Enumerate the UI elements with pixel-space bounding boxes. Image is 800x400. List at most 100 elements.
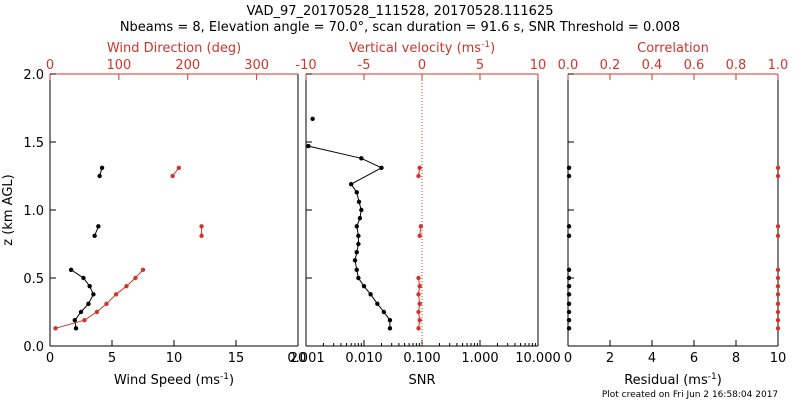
residual-top-tick-label: 0.6 <box>684 58 705 73</box>
residual-series-red-point <box>775 165 781 171</box>
snr-series-red-point <box>418 224 424 229</box>
residual-series-black-point <box>566 275 572 281</box>
wind-series-red-point <box>113 292 119 297</box>
wind-series-red-line <box>55 269 144 329</box>
wind-xlabel: Wind Speed (ms-1) <box>114 372 234 388</box>
wind-y-tick-label: 0.0 <box>23 340 44 355</box>
snr-series-black-point <box>354 224 359 229</box>
residual-series-black-point <box>566 309 572 315</box>
residual-top-label: Correlation <box>637 41 709 56</box>
snr-series-black-point <box>356 199 362 205</box>
snr-series-black-point <box>356 233 361 239</box>
wind-series-black-point <box>96 224 101 229</box>
residual-series-red-point <box>775 301 781 307</box>
snr-series-black-point <box>357 215 363 221</box>
wind-series-black-point <box>99 165 105 171</box>
snr-series-black-point <box>348 181 354 187</box>
snr-series-red-point <box>416 173 421 179</box>
snr-series-black-point <box>356 241 361 247</box>
residual-top-tick-label: 0.4 <box>642 58 663 73</box>
snr-top-tick-label: -5 <box>358 58 371 73</box>
wind-series-red-point <box>170 173 175 179</box>
wind-series-red-point <box>82 317 87 323</box>
residual-series-black-point <box>566 233 572 239</box>
residual-series-black-point <box>566 173 572 179</box>
snr-top-tick-label: 5 <box>476 58 484 73</box>
residual-series-red-point <box>775 275 781 281</box>
snr-bottom-tick-label: 0.001 <box>287 351 324 366</box>
snr-series-black-point <box>387 317 393 323</box>
snr-xlabel: SNR <box>408 373 435 388</box>
residual-series-red-point <box>775 317 781 323</box>
residual-top-tick-label: 0.0 <box>558 58 579 73</box>
residual-bottom-tick-label: 2 <box>606 351 614 366</box>
wind-bottom-tick-label: 5 <box>108 351 116 366</box>
wind-bottom-tick-label: 20 <box>290 351 307 366</box>
wind-series-red-point <box>133 275 138 281</box>
residual-series-red-point <box>775 283 781 289</box>
chart-subtitle: Nbeams = 8, Elevation angle = 70.0°, sca… <box>120 20 680 35</box>
wind-series-red-point <box>124 283 129 289</box>
residual-series-red-point <box>775 326 781 331</box>
residual-bottom-tick-label: 4 <box>648 351 656 366</box>
snr-top-tick-label: 10 <box>530 58 547 73</box>
snr-series-black-point <box>368 292 373 297</box>
snr-series-red-point <box>417 301 422 307</box>
residual-series-red-point <box>775 267 781 273</box>
residual-top-tick-label: 1.0 <box>768 58 789 73</box>
wind-series-black-point <box>78 309 84 315</box>
wind-series-red-point <box>176 165 182 171</box>
snr-series-black-point <box>354 249 359 255</box>
residual-series-red-point <box>775 309 781 315</box>
snr-series-red-point <box>417 233 422 239</box>
wind-top-tick-label: 200 <box>175 58 200 73</box>
residual-bottom-tick-label: 10 <box>770 351 787 366</box>
wind-series-red-point <box>199 233 204 239</box>
snr-bottom-tick-label: 10.000 <box>515 351 561 366</box>
snr-series-black-point <box>361 283 367 289</box>
wind-bottom-tick-label: 10 <box>166 351 183 366</box>
snr-series-black-point <box>381 309 387 315</box>
wind-series-red-point <box>53 326 58 331</box>
chart-title: VAD_97_20170528_111528, 20170528.111625 <box>247 4 554 19</box>
wind-series-black-point <box>97 173 102 179</box>
wind-y-tick-label: 2.0 <box>23 68 44 83</box>
wind-y-tick-label: 1.0 <box>23 204 44 219</box>
footer-note: Plot created on Fri Jun 2 16:58:04 2017 <box>602 390 778 400</box>
snr-series-black-point <box>375 301 380 307</box>
wind-top-tick-label: 0 <box>46 58 54 73</box>
residual-xlabel: Residual (ms-1) <box>624 372 722 388</box>
snr-series-red-point <box>417 283 422 289</box>
wind-series-black-point <box>81 275 86 281</box>
snr-series-black-point <box>387 326 393 331</box>
snr-series-red-point <box>417 165 422 171</box>
snr-series-red-point <box>417 317 422 323</box>
wind-top-label: Wind Direction (deg) <box>107 41 241 56</box>
wind-top-tick-label: 300 <box>244 58 269 73</box>
residual-bottom-tick-label: 8 <box>732 351 740 366</box>
residual-bottom-tick-label: 6 <box>690 351 698 366</box>
wind-bottom-tick-label: 15 <box>228 351 245 366</box>
snr-series-black-point <box>379 165 384 171</box>
wind-series-black-point <box>68 267 74 273</box>
snr-extra-point <box>310 116 315 122</box>
snr-series-red-point <box>416 309 421 315</box>
wind-series-black-point <box>87 283 92 289</box>
wind-series-red-point <box>104 301 109 307</box>
residual-series-black-point <box>566 283 572 289</box>
residual-series-red-point <box>775 292 781 297</box>
wind-series-black-point <box>86 301 91 307</box>
wind-y-tick-label: 1.5 <box>23 136 44 151</box>
snr-top-label: Vertical velocity (ms-1) <box>349 40 495 56</box>
snr-series-black-point <box>354 267 359 273</box>
residual-series-black-point <box>566 224 572 229</box>
snr-series-black-point <box>354 190 359 195</box>
residual-series-black-point <box>566 292 572 297</box>
residual-series-black-point <box>566 326 572 331</box>
snr-series-red-point <box>416 275 421 281</box>
wind-top-tick-label: 100 <box>106 58 131 73</box>
snr-top-tick-label: -10 <box>295 58 316 73</box>
